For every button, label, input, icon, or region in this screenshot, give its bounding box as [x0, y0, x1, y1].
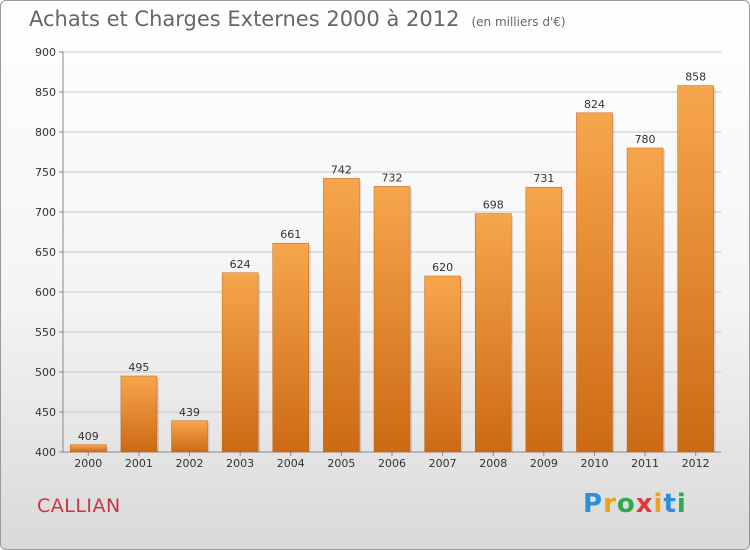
- chart-title: Achats et Charges Externes 2000 à 2012 (e…: [29, 7, 566, 31]
- x-tick-label: 2009: [530, 457, 558, 470]
- y-tick-label: 650: [35, 246, 56, 259]
- x-tick-label: 2005: [327, 457, 355, 470]
- y-tick-label: 750: [35, 166, 56, 179]
- bars: [70, 85, 716, 453]
- x-tick-label: 2007: [429, 457, 457, 470]
- y-tick-label: 500: [35, 366, 56, 379]
- x-tick-label: 2008: [479, 457, 507, 470]
- bar-2004: [272, 242, 310, 453]
- x-tick-label: 2010: [580, 457, 608, 470]
- bar-value-label: 439: [179, 406, 200, 419]
- bar-value-label: 824: [584, 98, 605, 111]
- bar-2000: [70, 444, 107, 453]
- x-tick-label: 2003: [226, 457, 254, 470]
- x-tick-label: 2001: [125, 457, 153, 470]
- y-tick-label: 550: [35, 326, 56, 339]
- bar-2009: [525, 186, 563, 453]
- y-tick-label: 700: [35, 206, 56, 219]
- bar-value-label: 495: [128, 361, 149, 374]
- y-tick-label: 900: [35, 46, 56, 59]
- bar-value-label: 731: [533, 172, 554, 185]
- bar-2006: [373, 186, 411, 453]
- x-tick-label: 2011: [631, 457, 659, 470]
- bar-value-label: 661: [280, 228, 301, 241]
- y-tick-label: 600: [35, 286, 56, 299]
- bar-value-label: 742: [331, 163, 352, 176]
- x-tick-label: 2004: [277, 457, 305, 470]
- bar-2005: [323, 178, 360, 453]
- bar-2001: [120, 375, 158, 453]
- y-tick-label: 850: [35, 86, 56, 99]
- y-tick-label: 800: [35, 126, 56, 139]
- bar-2010: [576, 112, 613, 453]
- bar-value-label: 858: [685, 71, 706, 84]
- x-tick-label: 2000: [74, 457, 102, 470]
- bar-value-label: 780: [635, 133, 656, 146]
- bar-2007: [424, 275, 461, 453]
- bar-2002: [171, 420, 208, 453]
- commune-name: CALLIAN: [37, 495, 121, 517]
- x-tick-label: 2006: [378, 457, 406, 470]
- labels: 409 495 439 624 661 742 732 620 698 731 824 780 858: [78, 71, 706, 443]
- chart-title-text: Achats et Charges Externes 2000 à 2012: [29, 7, 460, 31]
- x-tick-label: 2012: [682, 457, 710, 470]
- proxiti-logo: Proxiti: [583, 489, 687, 519]
- chart-unit: (en milliers d'€): [471, 15, 566, 29]
- bar-2008: [474, 213, 512, 453]
- bar-value-label: 732: [382, 171, 403, 184]
- y-tick-label: 400: [35, 446, 56, 459]
- bar-value-label: 409: [78, 430, 99, 443]
- bar-2003: [221, 272, 259, 453]
- bar-2011: [626, 147, 664, 453]
- bar-value-label: 698: [483, 199, 504, 212]
- bar-value-label: 620: [432, 261, 453, 274]
- y-tick-label: 450: [35, 406, 56, 419]
- x-tick-label: 2002: [176, 457, 204, 470]
- bar-value-label: 624: [230, 258, 251, 271]
- bar-2012: [677, 85, 714, 453]
